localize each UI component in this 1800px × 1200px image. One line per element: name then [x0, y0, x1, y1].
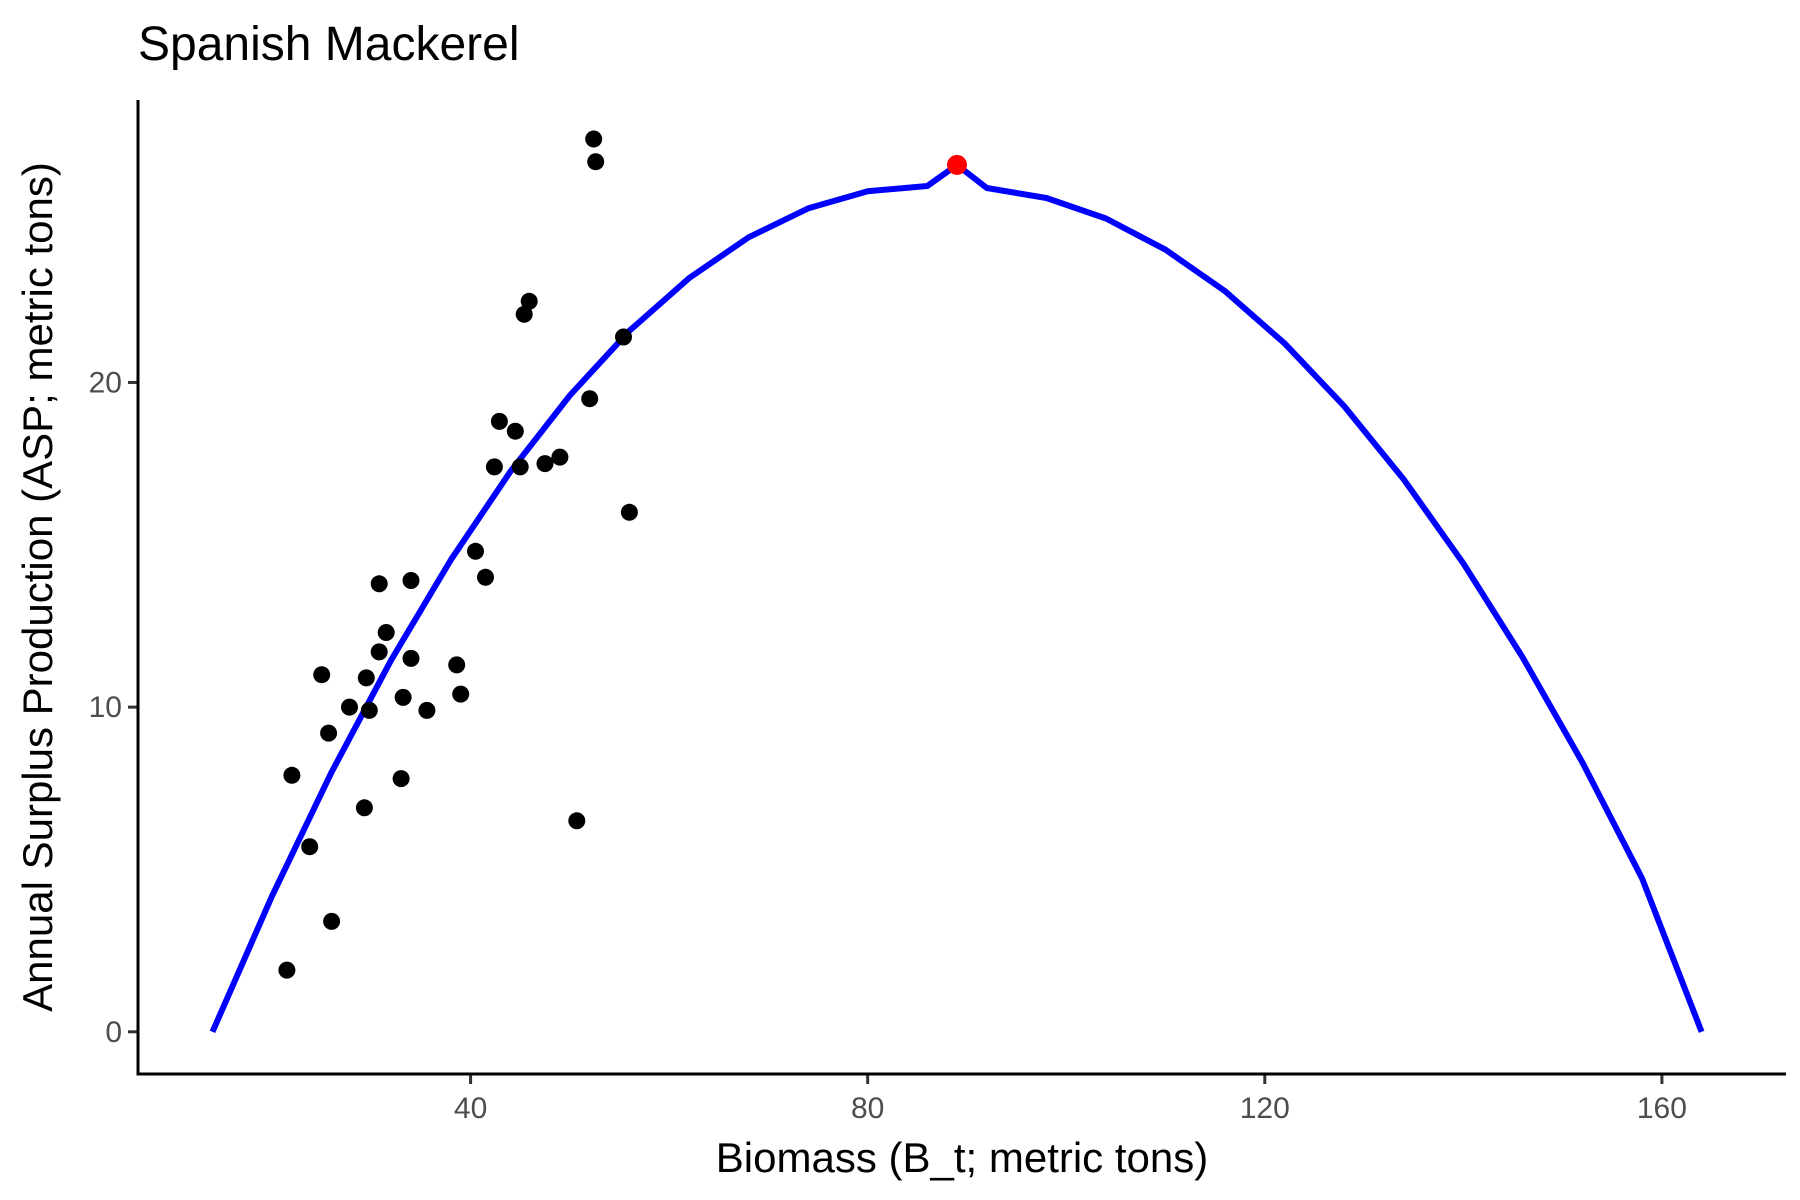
- data-point: [620, 503, 638, 521]
- data-point: [551, 448, 569, 466]
- data-point: [392, 770, 410, 788]
- chart-title: Spanish Mackerel: [138, 18, 520, 71]
- x-tick-label: 40: [454, 1092, 487, 1125]
- data-point: [320, 724, 338, 742]
- y-tick-label: 0: [105, 1016, 122, 1049]
- x-tick-label: 80: [851, 1092, 884, 1125]
- data-point: [587, 153, 605, 171]
- data-point: [370, 643, 388, 661]
- data-point: [357, 669, 375, 687]
- data-point: [585, 130, 603, 148]
- data-point: [323, 912, 341, 930]
- data-point: [506, 422, 524, 440]
- data-point: [360, 701, 378, 719]
- data-point: [515, 305, 533, 323]
- plot-area: [209, 130, 1705, 1034]
- y-tick-label: 10: [89, 691, 122, 724]
- data-point: [490, 412, 508, 430]
- x-tick-label: 120: [1240, 1092, 1290, 1125]
- data-point: [402, 572, 420, 589]
- data-point: [341, 698, 358, 716]
- data-point: [283, 766, 301, 784]
- data-point: [520, 292, 538, 310]
- data-point: [377, 624, 395, 641]
- data-point: [452, 685, 470, 703]
- data-point: [568, 812, 586, 830]
- x-tick-label: 160: [1637, 1092, 1687, 1125]
- msy-point: [947, 154, 967, 175]
- y-tick-label: 20: [89, 366, 122, 399]
- data-point: [581, 390, 599, 408]
- data-point: [467, 542, 484, 560]
- y-axis-label: Annual Surplus Production (ASP; metric t…: [14, 162, 61, 1012]
- data-point: [394, 688, 412, 706]
- data-point: [370, 575, 388, 593]
- data-point: [477, 568, 494, 586]
- y-axis-ticks: 0 10 20: [89, 366, 137, 1049]
- data-point: [418, 701, 436, 719]
- data-point: [536, 455, 554, 473]
- x-axis-ticks: 40 80 120 160: [454, 1075, 1687, 1125]
- data-point: [278, 961, 296, 979]
- data-point: [301, 838, 319, 856]
- data-point: [402, 649, 420, 667]
- data-point: [355, 799, 373, 817]
- data-point: [485, 458, 503, 476]
- x-axis-label: Biomass (B_t; metric tons): [716, 1134, 1208, 1181]
- data-point: [615, 328, 632, 346]
- data-point: [448, 656, 466, 674]
- data-point: [313, 666, 331, 684]
- data-point: [511, 458, 529, 476]
